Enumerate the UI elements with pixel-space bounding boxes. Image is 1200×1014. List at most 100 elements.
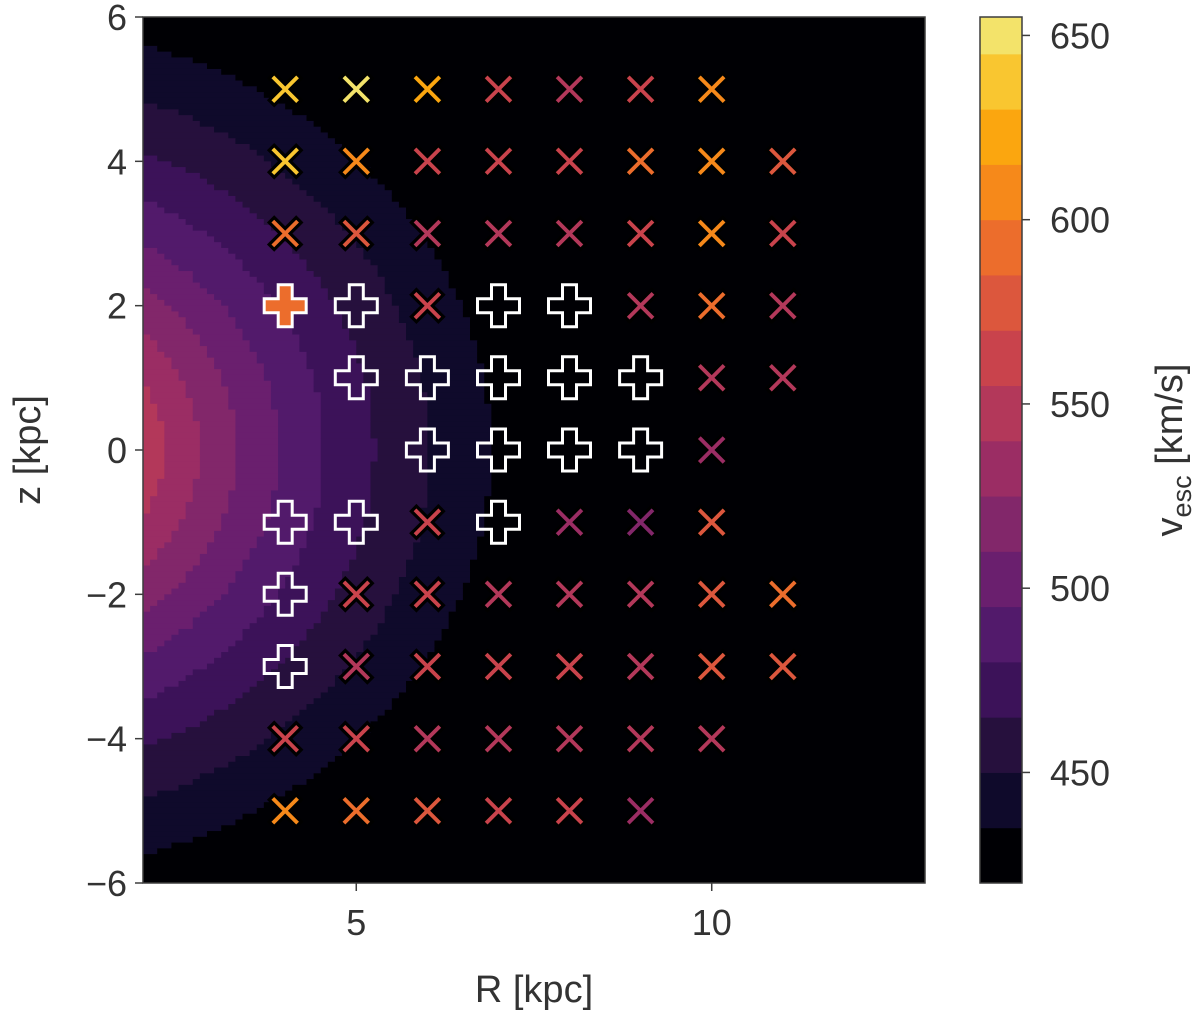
heatmap-cell	[320, 421, 372, 428]
heatmap-cell	[306, 190, 393, 197]
heatmap-cell	[143, 45, 158, 53]
heatmap-cell	[313, 369, 364, 376]
heatmap-cell	[143, 178, 208, 186]
heatmap-cell	[320, 490, 372, 497]
cross-marker	[693, 648, 730, 685]
heatmap-cell	[256, 357, 308, 364]
heatmap-cell	[143, 738, 158, 746]
heatmap-cell	[420, 374, 485, 382]
heatmap-cell	[249, 686, 329, 694]
heatmap-cell	[228, 386, 272, 393]
heatmap-cell	[320, 455, 379, 463]
heatmap-cell	[185, 167, 279, 174]
heatmap-cell	[143, 207, 165, 214]
heatmap-cell	[491, 478, 925, 486]
cross-marker	[409, 720, 446, 757]
heatmap-cell	[228, 704, 308, 711]
heatmap-cell	[427, 496, 485, 503]
heatmap-cell	[370, 501, 428, 509]
heatmap-cell	[491, 490, 925, 497]
heatmap-cell	[143, 276, 194, 284]
cross-marker	[551, 70, 588, 108]
heatmap-cell	[228, 398, 272, 405]
heatmap-cell	[143, 553, 158, 561]
heatmap-cell	[427, 432, 492, 440]
heatmap-cell	[164, 461, 201, 468]
heatmap-cell	[313, 386, 372, 393]
heatmap-cell	[342, 322, 407, 330]
heatmap-cell	[491, 484, 925, 492]
heatmap-cell	[143, 450, 165, 457]
heatmap-cell	[228, 132, 329, 139]
heatmap-cell	[320, 426, 372, 434]
heatmap-cell	[199, 438, 237, 445]
heatmap-cell	[263, 802, 925, 809]
heatmap-cell	[427, 415, 492, 422]
heatmap-cell	[363, 363, 421, 370]
heatmap-cell	[470, 571, 925, 578]
plus-marker	[404, 355, 450, 401]
heatmap-cell	[285, 317, 343, 324]
heatmap-cell	[143, 600, 158, 607]
colorbar-ticks: 450 500 550 600 650	[1022, 15, 1110, 793]
heatmap-cell	[370, 467, 428, 474]
plus-marker	[333, 499, 379, 545]
heatmap-cell	[313, 374, 364, 382]
heatmap-cell	[363, 380, 421, 388]
heatmap-cell	[143, 282, 201, 289]
heatmap-cell	[143, 525, 180, 532]
heatmap-cell	[214, 600, 272, 607]
heatmap-cell	[171, 732, 272, 740]
heatmap-cell	[270, 490, 322, 497]
cross-marker	[693, 503, 730, 541]
heatmap-cell	[164, 455, 201, 463]
heatmap-cell	[313, 271, 379, 278]
heatmap-cell	[206, 351, 258, 359]
heatmap-cell	[434, 646, 925, 653]
heatmap-cell	[470, 322, 925, 330]
heatmap-cell	[143, 646, 158, 653]
heatmap-cell	[420, 230, 925, 237]
heatmap-cell	[470, 559, 925, 567]
heatmap-cell	[285, 582, 343, 590]
heatmap-cell	[484, 398, 925, 405]
colorbar-tick-label: 600	[1050, 200, 1110, 241]
heatmap-cell	[363, 247, 436, 255]
x-axis: 5 10	[346, 883, 732, 943]
heatmap-cell	[178, 369, 222, 376]
colorbar-levels	[980, 17, 1022, 884]
heatmap-cell	[143, 351, 165, 359]
heatmap-cell	[143, 317, 187, 324]
heatmap-cell	[306, 634, 372, 642]
heatmap-cell	[427, 392, 485, 399]
heatmap-cell	[320, 461, 372, 468]
heatmap-cell	[434, 247, 925, 255]
heatmap-cell	[150, 392, 187, 399]
heatmap-cell	[491, 403, 925, 411]
heatmap-cell	[349, 334, 407, 341]
heatmap-cell	[228, 305, 279, 313]
heatmap-cell	[192, 565, 244, 572]
heatmap-cell	[164, 438, 201, 445]
heatmap-cell	[235, 409, 279, 416]
heatmap-cell	[185, 727, 279, 734]
heatmap-cell	[270, 501, 322, 509]
heatmap-cell	[143, 732, 173, 740]
heatmap-cell	[143, 271, 194, 278]
heatmap-cell	[334, 213, 407, 220]
y-tick-label: 6	[107, 0, 127, 38]
colorbar-tick-label: 550	[1050, 384, 1110, 425]
heatmap-cell	[143, 784, 180, 792]
heatmap-cell	[228, 403, 272, 411]
heatmap-cell	[185, 317, 237, 324]
heatmap-cell	[157, 45, 925, 53]
heatmap-cell	[143, 57, 194, 64]
heatmap-cell	[150, 334, 201, 341]
heatmap-cell	[370, 490, 428, 497]
heatmap-cell	[292, 242, 357, 249]
heatmap-cell	[406, 559, 471, 567]
heatmap-cell	[199, 611, 265, 619]
heatmap-cell	[143, 403, 158, 411]
cross-marker	[480, 648, 517, 685]
heatmap-cell	[285, 236, 357, 243]
